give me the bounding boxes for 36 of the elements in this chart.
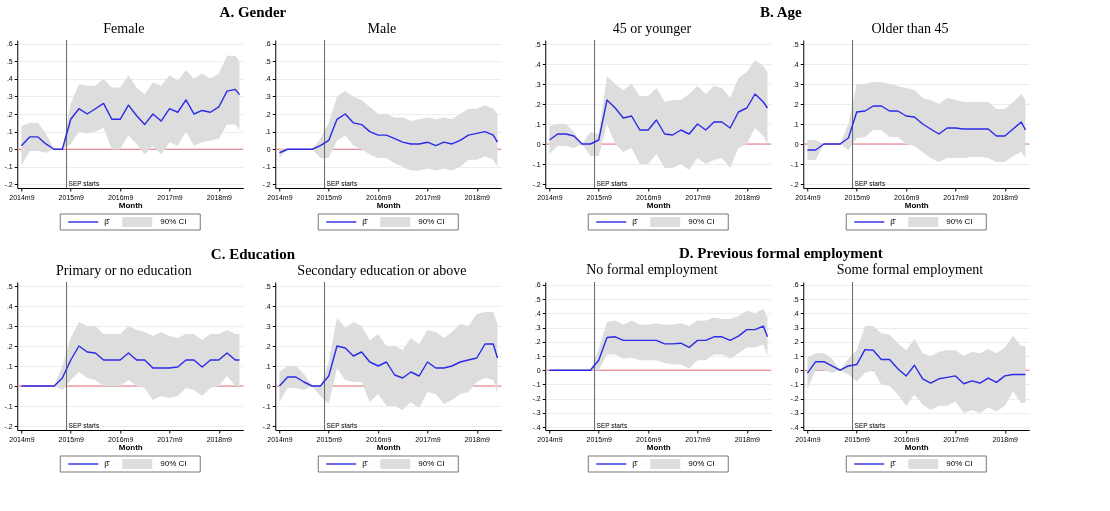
chart-subtitle: 45 or younger xyxy=(612,20,692,36)
text: 90% CI xyxy=(688,459,715,468)
legend-label: β̂ xyxy=(104,217,111,226)
legend-label: β̂ xyxy=(362,217,369,226)
chart-subtitle: Female xyxy=(103,20,145,36)
text: 90% CI xyxy=(418,459,445,468)
chart-title: A. Gender xyxy=(219,3,287,20)
text: 90% CI xyxy=(160,217,187,226)
legend-label: β̂ xyxy=(104,459,111,468)
chart-title: C. Education xyxy=(210,245,296,262)
text: 90% CI xyxy=(418,217,445,226)
legend-label: β̂ xyxy=(890,459,897,468)
x-axis-title: Month xyxy=(118,442,143,452)
text: 90% CI xyxy=(688,217,715,226)
text: 90% CI xyxy=(160,459,187,468)
x-axis-title: Month xyxy=(376,200,401,210)
chart-subtitle: No formal employment xyxy=(586,261,718,277)
chart-subtitle: Secondary education or above xyxy=(297,262,467,278)
legend-label: β̂ xyxy=(890,217,897,226)
text: 90% CI xyxy=(946,217,973,226)
chart-subtitle: Some formal employment xyxy=(836,261,984,277)
x-axis-title: Month xyxy=(646,442,671,452)
x-axis-title: Month xyxy=(118,200,143,210)
legend-label: β̂ xyxy=(632,459,639,468)
x-axis-title: Month xyxy=(904,442,929,452)
chart-subtitle: Primary or no education xyxy=(56,262,192,278)
x-axis-title: Month xyxy=(904,200,929,210)
x-axis-title: Month xyxy=(376,442,401,452)
chart-subtitle: Male xyxy=(367,20,397,36)
chart-title: D. Previous formal employment xyxy=(678,244,883,261)
chart-subtitle: Older than 45 xyxy=(871,20,949,36)
legend-label: β̂ xyxy=(362,459,369,468)
chart-title: B. Age xyxy=(760,3,803,20)
x-axis-title: Month xyxy=(646,200,671,210)
legend-label: β̂ xyxy=(632,217,639,226)
text: 90% CI xyxy=(946,459,973,468)
